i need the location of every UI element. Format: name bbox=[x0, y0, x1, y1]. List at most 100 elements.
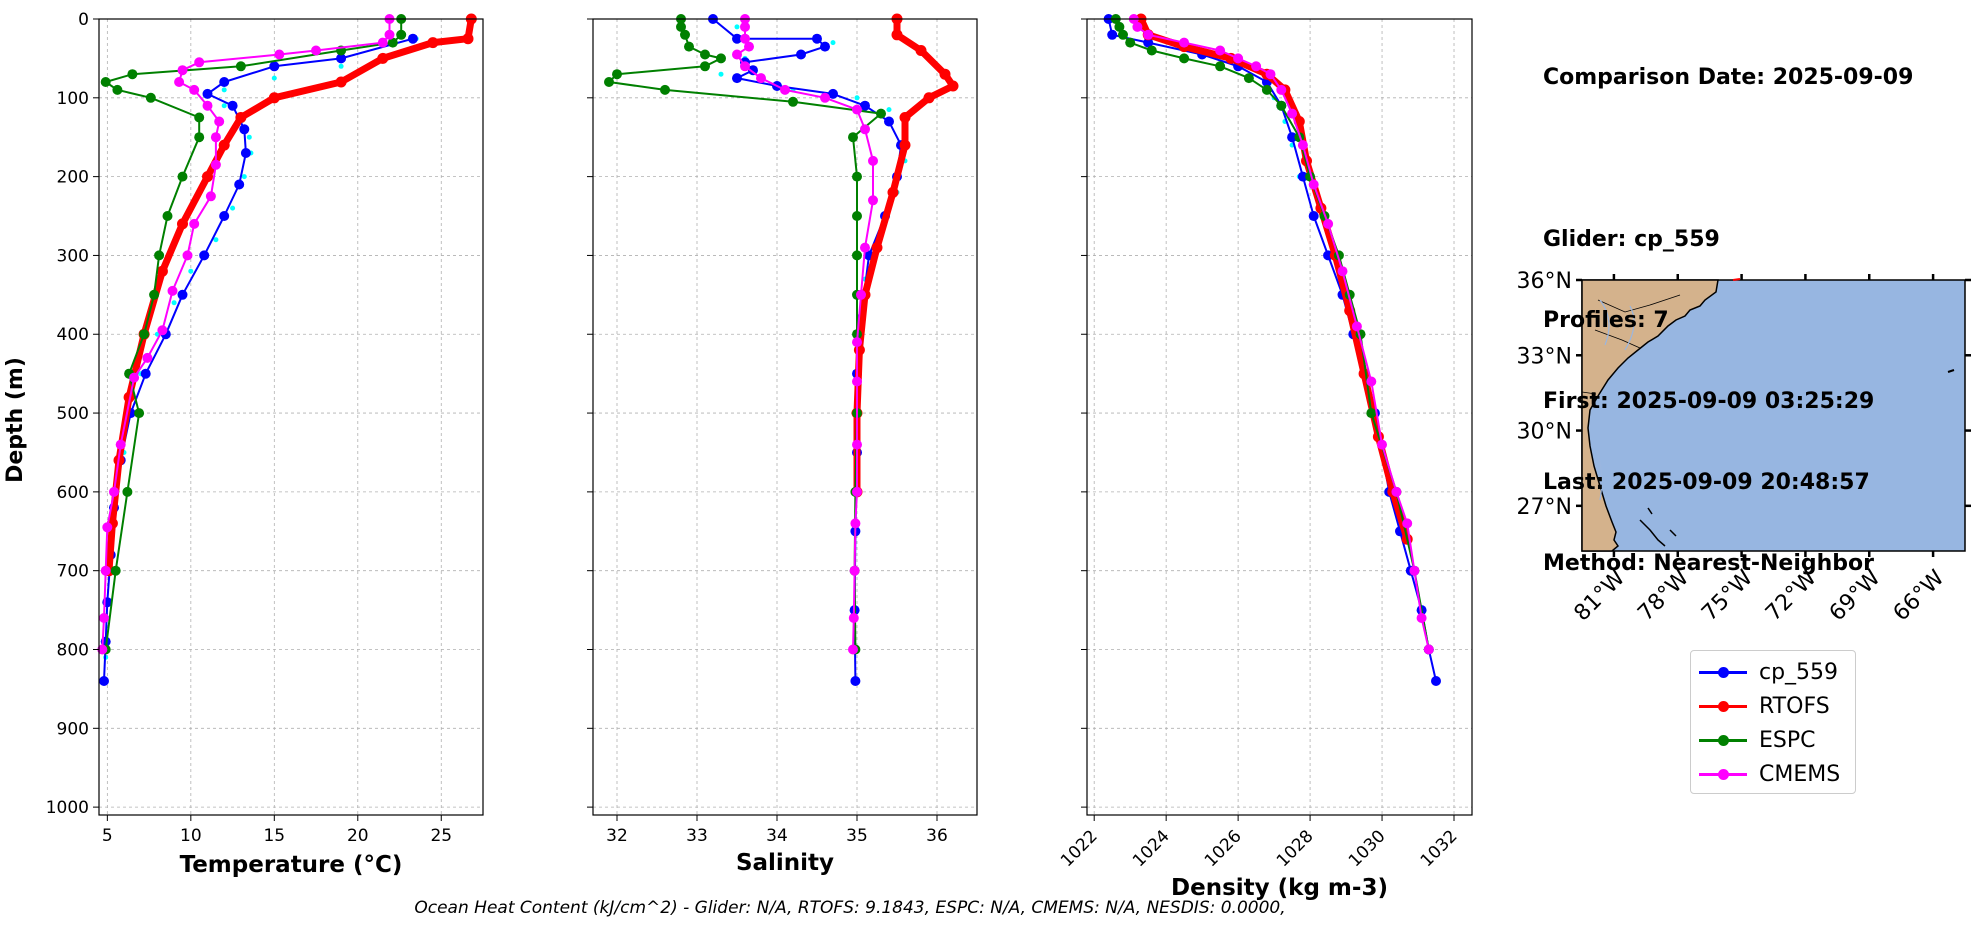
x-tick-label: 1032 bbox=[1417, 826, 1462, 871]
data-point-CMEMS bbox=[868, 195, 878, 206]
data-point-cp_559 bbox=[234, 179, 245, 190]
data-point-CMEMS bbox=[115, 439, 126, 450]
data-point-ESPC bbox=[852, 171, 862, 182]
x-tick-label: 1030 bbox=[1345, 826, 1390, 871]
data-point-RTOFS bbox=[177, 218, 188, 230]
data-point-CMEMS bbox=[1351, 321, 1362, 332]
salinity-panel: 32 33 34 35 36 Salinity bbox=[587, 13, 978, 876]
data-point-ESPC bbox=[700, 61, 710, 72]
axes-frame bbox=[592, 18, 978, 816]
data-point-ESPC bbox=[1179, 53, 1190, 64]
data-point-CMEMS bbox=[1308, 179, 1319, 190]
data-point-RTOFS bbox=[899, 139, 911, 151]
data-point-CMEMS bbox=[852, 486, 862, 497]
data-point-ESPC bbox=[194, 132, 205, 143]
data-point-cp_559 bbox=[732, 73, 742, 84]
legend-item-rtofs: RTOFS bbox=[1699, 691, 1830, 721]
data-point-ESPC bbox=[145, 92, 156, 103]
data-point-cp_559 bbox=[732, 33, 742, 44]
data-point-RTOFS bbox=[871, 242, 883, 254]
data-point-CMEMS bbox=[1265, 69, 1276, 80]
legend-swatch bbox=[1699, 759, 1747, 789]
map-lat-label: 33°N bbox=[1517, 344, 1572, 369]
data-point-cp_559 bbox=[796, 49, 806, 60]
x-tick-label: 5 bbox=[102, 826, 113, 846]
x-axis-label: Temperature (°C) bbox=[180, 852, 403, 878]
data-point-ESPC bbox=[852, 211, 862, 221]
data-point-ESPC bbox=[604, 77, 614, 87]
data-point-CMEMS bbox=[129, 372, 140, 383]
state-border-2 bbox=[1594, 329, 1641, 349]
data-point-CMEMS bbox=[1287, 108, 1298, 119]
data-point-RTOFS bbox=[123, 391, 135, 403]
data-point-CMEMS bbox=[99, 613, 109, 623]
data-point-CMEMS bbox=[860, 242, 870, 253]
comparison-date: Comparison Date: 2025-09-09 bbox=[1543, 65, 1914, 90]
glider-track bbox=[1732, 278, 1741, 281]
data-point-cp_559 bbox=[269, 61, 280, 72]
data-point-cp_559 bbox=[202, 88, 213, 99]
y-tick-label: 400 bbox=[57, 325, 89, 345]
data-point-CMEMS bbox=[214, 116, 225, 127]
data-point-ESPC bbox=[127, 69, 138, 80]
data-point-cp_559 bbox=[850, 676, 861, 686]
data-point-RTOFS bbox=[268, 92, 280, 104]
data-point-CMEMS bbox=[97, 644, 108, 655]
data-point-ESPC bbox=[1118, 29, 1128, 40]
data-point-ESPC bbox=[876, 108, 886, 119]
data-point-CMEMS bbox=[740, 61, 750, 72]
data-point-RTOFS bbox=[335, 76, 347, 88]
data-point-cp_559 bbox=[1143, 37, 1154, 48]
data-point-cp_559 bbox=[1431, 676, 1441, 686]
data-point-CMEMS bbox=[205, 191, 216, 202]
data-point-ESPC bbox=[1114, 21, 1125, 32]
x-tick-label: 32 bbox=[606, 826, 628, 846]
data-point-ESPC bbox=[194, 112, 205, 123]
series-line-CMEMS bbox=[101, 19, 391, 650]
data-point-cp_559 bbox=[140, 368, 151, 379]
legend-label: RTOFS bbox=[1759, 693, 1830, 719]
x-axis-label: Density (kg m-3) bbox=[1171, 875, 1388, 901]
data-point-CMEMS bbox=[1337, 266, 1348, 277]
series-line-RTOFS bbox=[105, 18, 475, 571]
data-point-cp_559 bbox=[820, 41, 830, 52]
data-point-CMEMS bbox=[1215, 45, 1226, 56]
data-point-CMEMS bbox=[850, 518, 861, 529]
data-point-CMEMS bbox=[852, 439, 862, 450]
data-point-CMEMS bbox=[157, 325, 168, 336]
data-point-cp_559 bbox=[1308, 211, 1319, 221]
data-point-ESPC bbox=[612, 69, 622, 80]
data-point-CMEMS bbox=[100, 565, 111, 576]
data-point-RTOFS bbox=[427, 37, 439, 49]
data-point-glider-raw bbox=[854, 95, 860, 101]
data-point-ESPC bbox=[684, 41, 694, 52]
data-point-CMEMS bbox=[740, 33, 750, 44]
data-point-RTOFS bbox=[947, 80, 959, 92]
data-point-CMEMS bbox=[1323, 218, 1334, 229]
data-point-cp_559 bbox=[99, 676, 109, 686]
legend-swatch bbox=[1699, 725, 1747, 755]
legend-label: cp_559 bbox=[1759, 659, 1839, 685]
data-point-CMEMS bbox=[189, 218, 200, 229]
density-panel: 1022 1024 1026 1028 1030 1032 Density (kg m-3) bbox=[1057, 13, 1473, 901]
data-point-ESPC bbox=[1215, 61, 1226, 72]
data-point-CMEMS bbox=[377, 37, 388, 48]
x-tick-label: 36 bbox=[926, 826, 948, 846]
temperature-panel: 5 10 15 20 25 0 100 200 300 400 500 600 700 800 900 100… bbox=[46, 10, 484, 878]
location-map: 36°N33°N30°N27°N81°W 78°W 75°W 72°W 69°W 66°W bbox=[1517, 269, 1971, 626]
axes-frame bbox=[1086, 18, 1473, 816]
y-tick-label: 200 bbox=[57, 168, 89, 188]
data-point-CMEMS bbox=[856, 289, 866, 300]
data-point-RTOFS bbox=[202, 171, 213, 183]
data-point-glider-raw bbox=[271, 75, 277, 81]
data-point-ESPC bbox=[660, 84, 670, 95]
data-point-ESPC bbox=[716, 53, 726, 64]
data-point-ESPC bbox=[134, 408, 145, 419]
legend-label: ESPC bbox=[1759, 727, 1816, 753]
data-point-ESPC bbox=[154, 250, 165, 261]
data-point-RTOFS bbox=[923, 92, 935, 104]
data-point-cp_559 bbox=[240, 148, 251, 158]
data-point-cp_559 bbox=[748, 65, 758, 76]
data-point-CMEMS bbox=[142, 352, 153, 363]
